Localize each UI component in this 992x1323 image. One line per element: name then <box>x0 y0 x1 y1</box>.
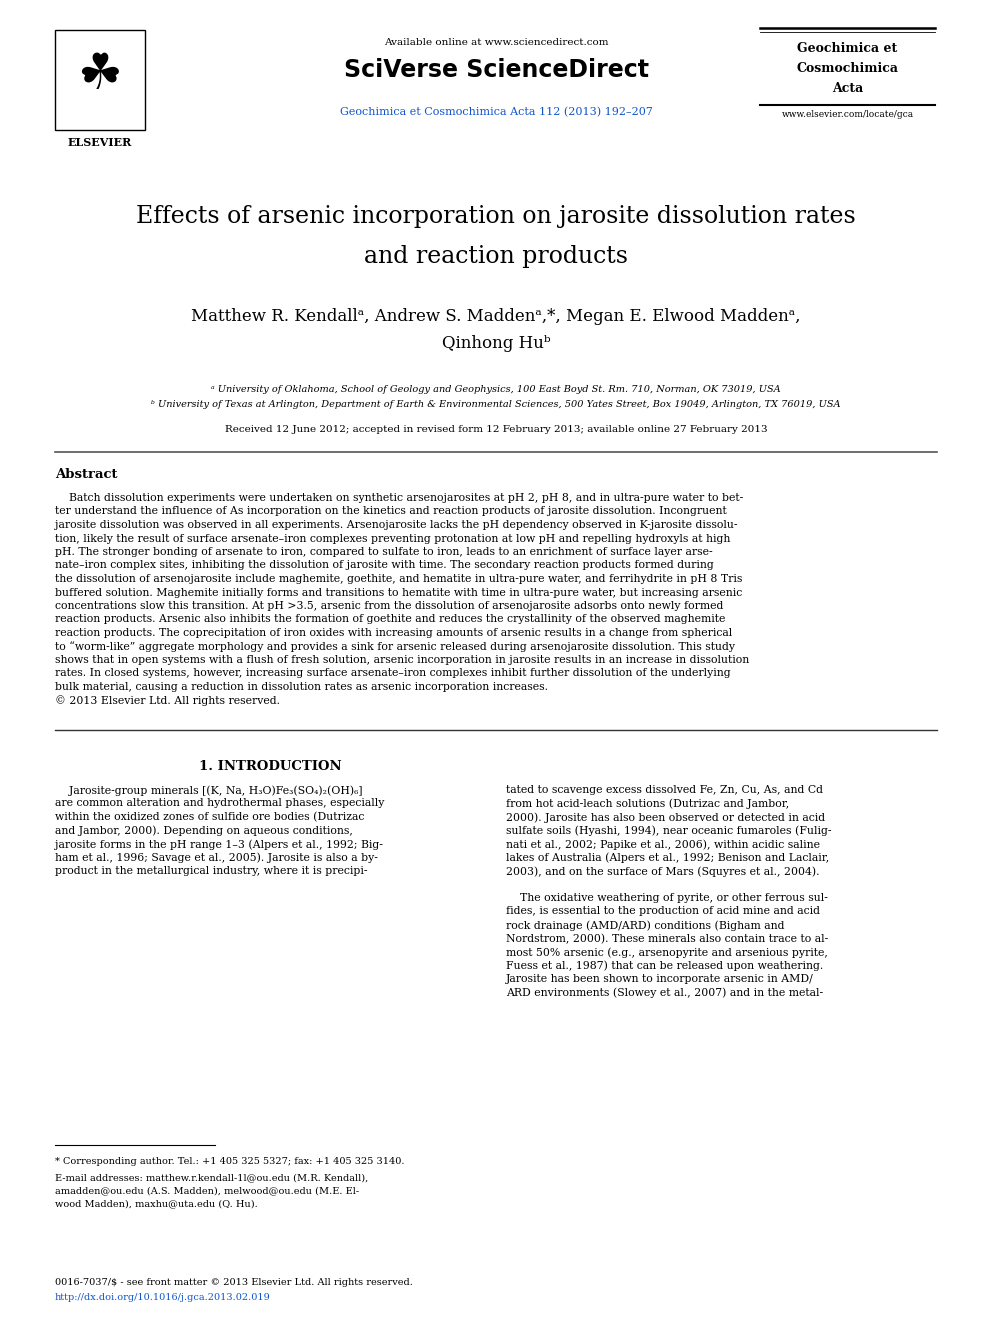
Text: nati et al., 2002; Papike et al., 2006), within acidic saline: nati et al., 2002; Papike et al., 2006),… <box>506 839 820 849</box>
Text: Fuess et al., 1987) that can be released upon weathering.: Fuess et al., 1987) that can be released… <box>506 960 823 971</box>
Text: amadden@ou.edu (A.S. Madden), melwood@ou.edu (M.E. El-: amadden@ou.edu (A.S. Madden), melwood@ou… <box>55 1185 359 1195</box>
Text: the dissolution of arsenojarosite include maghemite, goethite, and hematite in u: the dissolution of arsenojarosite includ… <box>55 574 742 583</box>
Text: The oxidative weathering of pyrite, or other ferrous sul-: The oxidative weathering of pyrite, or o… <box>506 893 828 904</box>
Text: Matthew R. Kendallᵃ, Andrew S. Maddenᵃ,*, Megan E. Elwood Maddenᵃ,: Matthew R. Kendallᵃ, Andrew S. Maddenᵃ,*… <box>191 308 801 325</box>
Text: Jarosite has been shown to incorporate arsenic in AMD/: Jarosite has been shown to incorporate a… <box>506 974 813 984</box>
Text: concentrations slow this transition. At pH >3.5, arsenic from the dissolution of: concentrations slow this transition. At … <box>55 601 723 611</box>
Text: shows that in open systems with a flush of fresh solution, arsenic incorporation: shows that in open systems with a flush … <box>55 655 749 665</box>
Text: Available online at www.sciencedirect.com: Available online at www.sciencedirect.co… <box>384 38 608 48</box>
Text: to “worm-like” aggregate morphology and provides a sink for arsenic released dur: to “worm-like” aggregate morphology and … <box>55 642 735 652</box>
Text: Abstract: Abstract <box>55 468 117 482</box>
Text: fides, is essential to the production of acid mine and acid: fides, is essential to the production of… <box>506 906 820 917</box>
Text: rates. In closed systems, however, increasing surface arsenate–iron complexes in: rates. In closed systems, however, incre… <box>55 668 731 679</box>
Text: within the oxidized zones of sulfide ore bodies (Dutrizac: within the oxidized zones of sulfide ore… <box>55 812 364 823</box>
Text: Geochimica et: Geochimica et <box>798 42 898 56</box>
Text: wood Madden), maxhu@uta.edu (Q. Hu).: wood Madden), maxhu@uta.edu (Q. Hu). <box>55 1199 258 1208</box>
Text: Geochimica et Cosmochimica Acta 112 (2013) 192–207: Geochimica et Cosmochimica Acta 112 (201… <box>339 107 653 118</box>
Text: ELSEVIER: ELSEVIER <box>67 138 132 148</box>
Text: 1. INTRODUCTION: 1. INTRODUCTION <box>199 759 342 773</box>
Text: reaction products. The coprecipitation of iron oxides with increasing amounts of: reaction products. The coprecipitation o… <box>55 628 732 638</box>
Text: ARD environments (Slowey et al., 2007) and in the metal-: ARD environments (Slowey et al., 2007) a… <box>506 987 823 998</box>
Text: nate–iron complex sites, inhibiting the dissolution of jarosite with time. The s: nate–iron complex sites, inhibiting the … <box>55 561 714 570</box>
Text: reaction products. Arsenic also inhibits the formation of goethite and reduces t: reaction products. Arsenic also inhibits… <box>55 614 725 624</box>
Text: ter understand the influence of As incorporation on the kinetics and reaction pr: ter understand the influence of As incor… <box>55 507 727 516</box>
Text: lakes of Australia (Alpers et al., 1992; Benison and Laclair,: lakes of Australia (Alpers et al., 1992;… <box>506 852 829 863</box>
Text: http://dx.doi.org/10.1016/j.gca.2013.02.019: http://dx.doi.org/10.1016/j.gca.2013.02.… <box>55 1293 271 1302</box>
Text: product in the metallurgical industry, where it is precipi-: product in the metallurgical industry, w… <box>55 867 367 876</box>
Text: Acta: Acta <box>832 82 863 95</box>
Text: ham et al., 1996; Savage et al., 2005). Jarosite is also a by-: ham et al., 1996; Savage et al., 2005). … <box>55 852 378 863</box>
Text: jarosite dissolution was observed in all experiments. Arsenojarosite lacks the p: jarosite dissolution was observed in all… <box>55 520 737 531</box>
Text: tated to scavenge excess dissolved Fe, Zn, Cu, As, and Cd: tated to scavenge excess dissolved Fe, Z… <box>506 785 823 795</box>
Text: * Corresponding author. Tel.: +1 405 325 5327; fax: +1 405 325 3140.: * Corresponding author. Tel.: +1 405 325… <box>55 1158 405 1166</box>
Text: from hot acid-leach solutions (Dutrizac and Jambor,: from hot acid-leach solutions (Dutrizac … <box>506 799 790 810</box>
Text: tion, likely the result of surface arsenate–iron complexes preventing protonatio: tion, likely the result of surface arsen… <box>55 533 730 544</box>
Text: most 50% arsenic (e.g., arsenopyrite and arsenious pyrite,: most 50% arsenic (e.g., arsenopyrite and… <box>506 947 828 958</box>
Text: Cosmochimica: Cosmochimica <box>797 62 899 75</box>
Bar <box>55 30 145 130</box>
Text: buffered solution. Maghemite initially forms and transitions to hematite with ti: buffered solution. Maghemite initially f… <box>55 587 742 598</box>
Text: Jarosite-group minerals [(K, Na, H₃O)Fe₃(SO₄)₂(OH)₆]: Jarosite-group minerals [(K, Na, H₃O)Fe₃… <box>55 785 362 795</box>
Text: E-mail addresses: matthew.r.kendall-1l@ou.edu (M.R. Kendall),: E-mail addresses: matthew.r.kendall-1l@o… <box>55 1174 368 1181</box>
Text: 2003), and on the surface of Mars (Squyres et al., 2004).: 2003), and on the surface of Mars (Squyr… <box>506 867 819 877</box>
Text: www.elsevier.com/locate/gca: www.elsevier.com/locate/gca <box>782 110 914 119</box>
Text: SciVerse ScienceDirect: SciVerse ScienceDirect <box>343 58 649 82</box>
Text: rock drainage (AMD/ARD) conditions (Bigham and: rock drainage (AMD/ARD) conditions (Bigh… <box>506 919 785 930</box>
Text: ᵇ University of Texas at Arlington, Department of Earth & Environmental Sciences: ᵇ University of Texas at Arlington, Depa… <box>151 400 841 409</box>
Text: bulk material, causing a reduction in dissolution rates as arsenic incorporation: bulk material, causing a reduction in di… <box>55 681 548 692</box>
Text: are common alteration and hydrothermal phases, especially: are common alteration and hydrothermal p… <box>55 799 384 808</box>
Text: and Jambor, 2000). Depending on aqueous conditions,: and Jambor, 2000). Depending on aqueous … <box>55 826 353 836</box>
Text: pH. The stronger bonding of arsenate to iron, compared to sulfate to iron, leads: pH. The stronger bonding of arsenate to … <box>55 546 712 557</box>
Text: 0016-7037/$ - see front matter © 2013 Elsevier Ltd. All rights reserved.: 0016-7037/$ - see front matter © 2013 El… <box>55 1278 413 1287</box>
Text: Nordstrom, 2000). These minerals also contain trace to al-: Nordstrom, 2000). These minerals also co… <box>506 934 828 943</box>
Text: © 2013 Elsevier Ltd. All rights reserved.: © 2013 Elsevier Ltd. All rights reserved… <box>55 696 280 706</box>
Text: Effects of arsenic incorporation on jarosite dissolution rates: Effects of arsenic incorporation on jaro… <box>136 205 856 228</box>
Text: ☘: ☘ <box>77 52 122 99</box>
Text: and reaction products: and reaction products <box>364 245 628 269</box>
Text: Received 12 June 2012; accepted in revised form 12 February 2013; available onli: Received 12 June 2012; accepted in revis… <box>224 425 768 434</box>
Text: ᵃ University of Oklahoma, School of Geology and Geophysics, 100 East Boyd St. Rm: ᵃ University of Oklahoma, School of Geol… <box>211 385 781 394</box>
Text: Qinhong Huᵇ: Qinhong Huᵇ <box>441 335 551 352</box>
Text: 2000). Jarosite has also been observed or detected in acid: 2000). Jarosite has also been observed o… <box>506 812 825 823</box>
Text: sulfate soils (Hyashi, 1994), near oceanic fumaroles (Fulig-: sulfate soils (Hyashi, 1994), near ocean… <box>506 826 831 836</box>
Text: jarosite forms in the pH range 1–3 (Alpers et al., 1992; Big-: jarosite forms in the pH range 1–3 (Alpe… <box>55 839 383 849</box>
Text: Batch dissolution experiments were undertaken on synthetic arsenojarosites at pH: Batch dissolution experiments were under… <box>55 493 743 503</box>
